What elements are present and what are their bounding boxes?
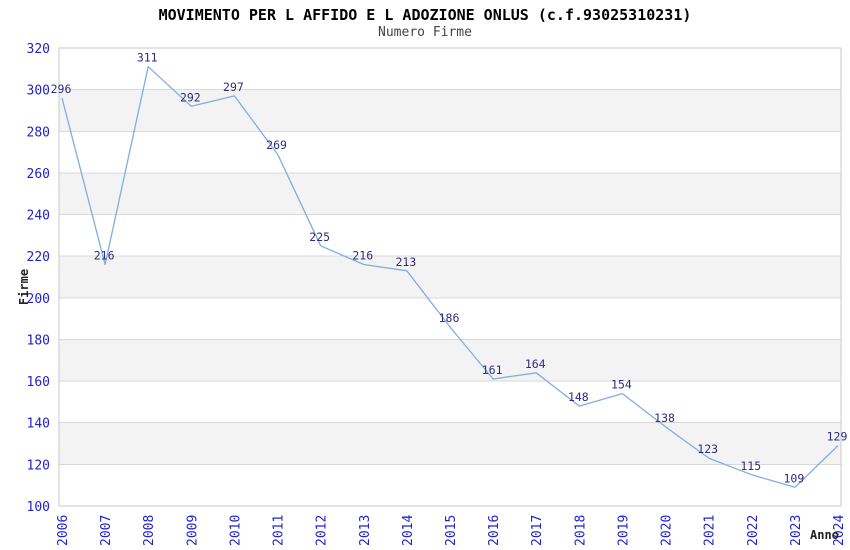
data-label: 154 — [611, 378, 632, 392]
x-tick-label: 2006 — [56, 515, 71, 546]
x-axis-title: Anno — [810, 528, 839, 542]
x-tick-label: 2007 — [99, 515, 114, 546]
x-tick-label: 2018 — [573, 515, 588, 546]
data-label: 297 — [223, 80, 244, 94]
data-label: 109 — [783, 471, 804, 485]
x-tick-label: 2012 — [315, 515, 330, 546]
x-tick-label: 2013 — [358, 515, 373, 546]
data-label: 292 — [180, 90, 201, 104]
y-tick-label: 120 — [27, 458, 50, 473]
alt-band — [59, 172, 841, 215]
x-tick-label: 2010 — [228, 515, 243, 546]
data-label: 216 — [352, 249, 373, 263]
x-tick-label: 2017 — [530, 515, 545, 546]
y-tick-label: 220 — [27, 250, 50, 265]
y-tick-label: 300 — [27, 84, 50, 99]
data-label: 138 — [654, 411, 675, 425]
x-tick-label: 2016 — [487, 515, 502, 546]
y-tick-label: 160 — [27, 375, 50, 390]
x-tick-label: 2020 — [660, 515, 675, 546]
data-label: 115 — [740, 459, 761, 473]
x-tick-label: 2008 — [142, 515, 157, 546]
x-tick-label: 2023 — [789, 515, 804, 546]
y-axis-title: Firme — [17, 268, 31, 306]
data-label: 148 — [568, 390, 589, 404]
data-label: 164 — [525, 357, 546, 371]
x-tick-label: 2014 — [401, 515, 416, 546]
alt-band — [59, 89, 841, 132]
x-tick-label: 2019 — [616, 515, 631, 546]
x-tick-label: 2024 — [832, 515, 847, 546]
x-tick-label: 2015 — [444, 515, 459, 546]
data-label: 123 — [697, 442, 718, 456]
data-label: 161 — [482, 363, 503, 377]
y-tick-label: 280 — [27, 125, 50, 140]
alt-band — [59, 339, 841, 382]
x-tick-label: 2011 — [272, 515, 287, 546]
chart-subtitle: Numero Firme — [378, 25, 472, 40]
data-label: 216 — [94, 249, 115, 263]
y-tick-label: 140 — [27, 417, 50, 432]
data-label: 225 — [309, 230, 330, 244]
y-tick-label: 240 — [27, 209, 50, 224]
alt-band — [59, 422, 841, 465]
data-label: 213 — [395, 255, 416, 269]
data-label: 296 — [51, 82, 72, 96]
y-tick-label: 260 — [27, 167, 50, 182]
data-label: 269 — [266, 138, 287, 152]
chart-title: MOVIMENTO PER L AFFIDO E L ADOZIONE ONLU… — [158, 6, 692, 24]
data-label: 129 — [827, 430, 848, 444]
y-tick-label: 200 — [27, 292, 50, 307]
data-label: 311 — [137, 51, 158, 65]
data-label: 186 — [439, 311, 460, 325]
series-line — [61, 66, 839, 488]
x-tick-label: 2022 — [746, 515, 761, 546]
x-tick-label: 2009 — [185, 515, 200, 546]
x-tick-label: 2021 — [703, 515, 718, 546]
y-tick-label: 180 — [27, 333, 50, 348]
y-tick-label: 100 — [27, 500, 50, 515]
plot-border — [58, 47, 842, 507]
y-tick-label: 320 — [27, 42, 50, 57]
alt-band — [59, 256, 841, 298]
